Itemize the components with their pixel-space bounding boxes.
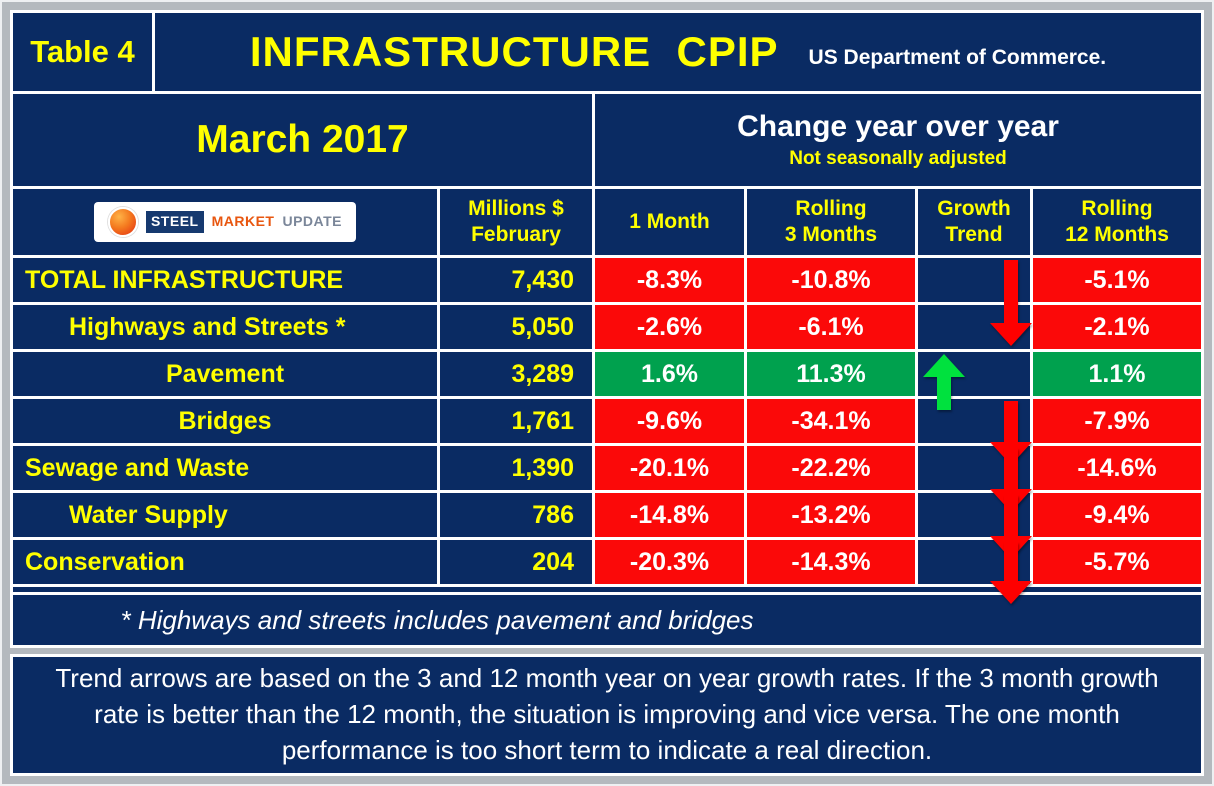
row-label-1: Highways and Streets * [13,305,437,349]
source-label: US Department of Commerce. [808,46,1107,69]
growth-trend-cell-5 [918,493,1030,537]
change-header-cell: Change year over year Not seasonally adj… [595,94,1201,186]
row-label-0: TOTAL INFRASTRUCTURE [13,258,437,302]
pct-1-month-3: -9.6% [595,399,744,443]
growth-trend-cell-0 [918,258,1030,302]
pct-rolling-3-months-0: -10.8% [747,258,915,302]
growth-trend-cell-1 [918,305,1030,349]
steel-market-update-logo: STEEL MARKET UPDATE [93,202,357,242]
month-cell: March 2017 [13,94,595,186]
report-month: March 2017 [196,118,409,161]
pct-1-month-1: -2.6% [595,305,744,349]
pct-1-month-0: -8.3% [595,258,744,302]
row-label-5: Water Supply [13,493,437,537]
cpip-table-panel: Table 4 INFRASTRUCTURE CPIP US Departmen… [10,10,1204,648]
period-band: March 2017 Change year over year Not sea… [13,94,1201,189]
logo-word-update: UPDATE [282,213,343,230]
column-header-row: STEEL MARKET UPDATE Millions $ February … [13,189,1201,258]
pct-rolling-12-months-0: -5.1% [1033,258,1201,302]
pct-rolling-3-months-2: 11.3% [747,352,915,396]
col-header-rolling12-line1: Rolling [1081,196,1153,220]
pct-rolling-12-months-1: -2.1% [1033,305,1201,349]
col-header-millions-line2: February [471,223,561,246]
pct-rolling-3-months-6: -14.3% [747,540,915,584]
pct-rolling-3-months-4: -22.2% [747,446,915,490]
millions-value-2: 3,289 [440,352,592,396]
pct-rolling-12-months-5: -9.4% [1033,493,1201,537]
footnote-row: * Highways and streets includes pavement… [13,595,1201,645]
millions-value-0: 7,430 [440,258,592,302]
row-label-6: Conservation [13,540,437,584]
col-header-rolling12-line2: 12 Months [1065,223,1169,246]
row-label-2: Pavement [13,352,437,396]
change-title: Change year over year [737,110,1059,143]
col-header-rolling-3-months: Rolling 3 Months [747,189,915,255]
growth-trend-cell-2 [918,352,1030,396]
millions-value-3: 1,761 [440,399,592,443]
title-area: INFRASTRUCTURE CPIP US Department of Com… [155,13,1201,91]
pct-rolling-12-months-3: -7.9% [1033,399,1201,443]
pct-rolling-3-months-5: -13.2% [747,493,915,537]
logo-word-steel: STEEL [145,211,204,233]
logo-word-market: MARKET [211,213,275,230]
growth-trend-cell-6 [918,540,1030,584]
pct-rolling-12-months-4: -14.6% [1033,446,1201,490]
title-row: Table 4 INFRASTRUCTURE CPIP US Departmen… [13,13,1201,94]
pct-1-month-5: -14.8% [595,493,744,537]
seasonal-adjustment-note: Not seasonally adjusted [789,148,1007,169]
pct-rolling-3-months-1: -6.1% [747,305,915,349]
millions-value-6: 204 [440,540,592,584]
col-header-1-month: 1 Month [595,189,744,255]
data-rows-grid: TOTAL INFRASTRUCTURE 7,430 -8.3% -10.8% -5.1… [13,258,1201,584]
footnote-text: * Highways and streets includes pavement… [120,604,754,635]
row-label-3: Bridges [13,399,437,443]
pct-rolling-12-months-2: 1.1% [1033,352,1201,396]
millions-value-1: 5,050 [440,305,592,349]
col-header-rolling3-line2: 3 Months [784,223,878,246]
row-label-4: Sewage and Waste [13,446,437,490]
millions-value-4: 1,390 [440,446,592,490]
col-header-growth-line2: Trend [945,223,1003,246]
col-header-millions-line1: Millions $ [468,196,564,220]
pct-rolling-12-months-6: -5.7% [1033,540,1201,584]
table-number-text: Table 4 [30,34,135,69]
data-rows-section: TOTAL INFRASTRUCTURE 7,430 -8.3% -10.8% -5.1… [13,258,1201,604]
col-header-rolling-12-months: Rolling 12 Months [1033,189,1201,255]
smu-logo-icon [107,207,138,237]
col-header-millions: Millions $ February [440,189,592,255]
trend-note-text: Trend arrows are based on the 3 and 12 m… [55,663,1159,765]
pct-1-month-2: 1.6% [595,352,744,396]
pct-rolling-3-months-3: -34.1% [747,399,915,443]
millions-value-5: 786 [440,493,592,537]
col-header-growth-line1: Growth [937,196,1011,220]
table-number-label: Table 4 [13,13,155,91]
growth-trend-cell-4 [918,446,1030,490]
section-divider [13,587,1201,595]
growth-trend-cell-3 [918,399,1030,443]
col-header-rolling3-line1: Rolling [795,196,867,220]
logo-cell: STEEL MARKET UPDATE [13,189,437,255]
page-title: INFRASTRUCTURE CPIP [249,28,779,75]
trend-note-panel: Trend arrows are based on the 3 and 12 m… [10,654,1204,776]
pct-1-month-4: -20.1% [595,446,744,490]
pct-1-month-6: -20.3% [595,540,744,584]
col-header-1-month-label: 1 Month [629,209,710,233]
col-header-growth-trend: Growth Trend [918,189,1030,255]
